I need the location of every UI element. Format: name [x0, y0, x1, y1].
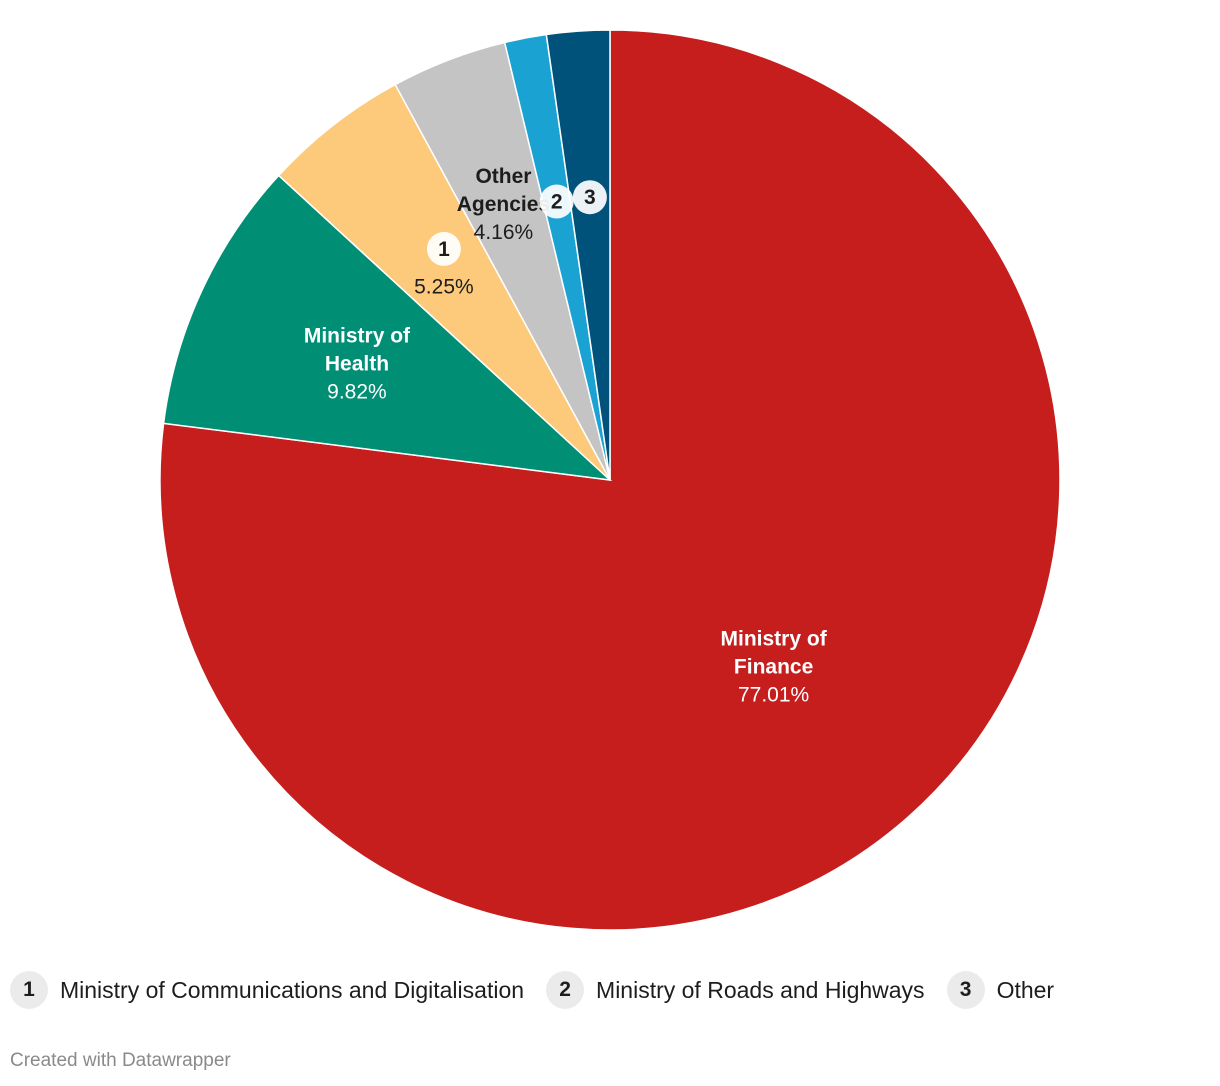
pie-chart: Ministry of Finance 77.01% Ministry of Healt… — [159, 29, 1061, 931]
legend-badge-1: 1 — [10, 971, 48, 1009]
slice-badge-text-2: 2 — [551, 191, 563, 214]
credit-text: Created with Datawrapper — [10, 1050, 231, 1071]
slice-value-ministry-of-finance: 77.01% — [738, 684, 809, 707]
slice-badge-1 — [426, 231, 461, 266]
slice-badge-3 — [572, 180, 607, 215]
slice-badge-text-3: 3 — [584, 186, 596, 209]
legend-item-1: 1 Ministry of Communications and Digital… — [10, 971, 524, 1009]
slice-label-other-agencies-line-1: Other — [475, 165, 531, 188]
slice-label-ministry-of-finance-line-2: Finance — [734, 656, 813, 679]
slice-badge-2 — [539, 184, 574, 219]
pie-slice-ministry-of-health — [162, 174, 613, 482]
legend-label-2: Ministry of Roads and Highways — [596, 976, 925, 1003]
slice-label-other-agencies-line-2: Agencies — [457, 193, 550, 216]
pie-slice-ministry-of-finance — [159, 29, 1061, 931]
legend-badge-2: 2 — [546, 971, 585, 1009]
legend-item-3: 3 Other — [946, 971, 1055, 1009]
legend-badge-3: 3 — [946, 971, 985, 1009]
slice-value-other-agencies: 4.16% — [474, 221, 534, 244]
pie-slice-other — [545, 29, 611, 481]
legend: 1 Ministry of Communications and Digital… — [10, 970, 1076, 1010]
slice-badge-text-1: 1 — [438, 238, 450, 261]
legend-label-3: Other — [996, 976, 1055, 1003]
slice-label-ministry-of-health-line-1: Ministry of — [304, 324, 411, 347]
pie-slice-ministry-of-communications-and-digitalisation — [277, 83, 611, 481]
legend-label-1: Ministry of Communications and Digitalis… — [60, 976, 525, 1003]
slice-label-ministry-of-finance-line-1: Ministry of — [721, 628, 828, 651]
slice-label-ministry-of-health-line-2: Health — [325, 352, 389, 375]
slice-value-ministry-of-communications-and-digitalisation: 5.25% — [414, 275, 474, 298]
legend-item-2: 2 Ministry of Roads and Highways — [546, 971, 925, 1009]
slice-value-ministry-of-health: 9.82% — [327, 380, 387, 403]
